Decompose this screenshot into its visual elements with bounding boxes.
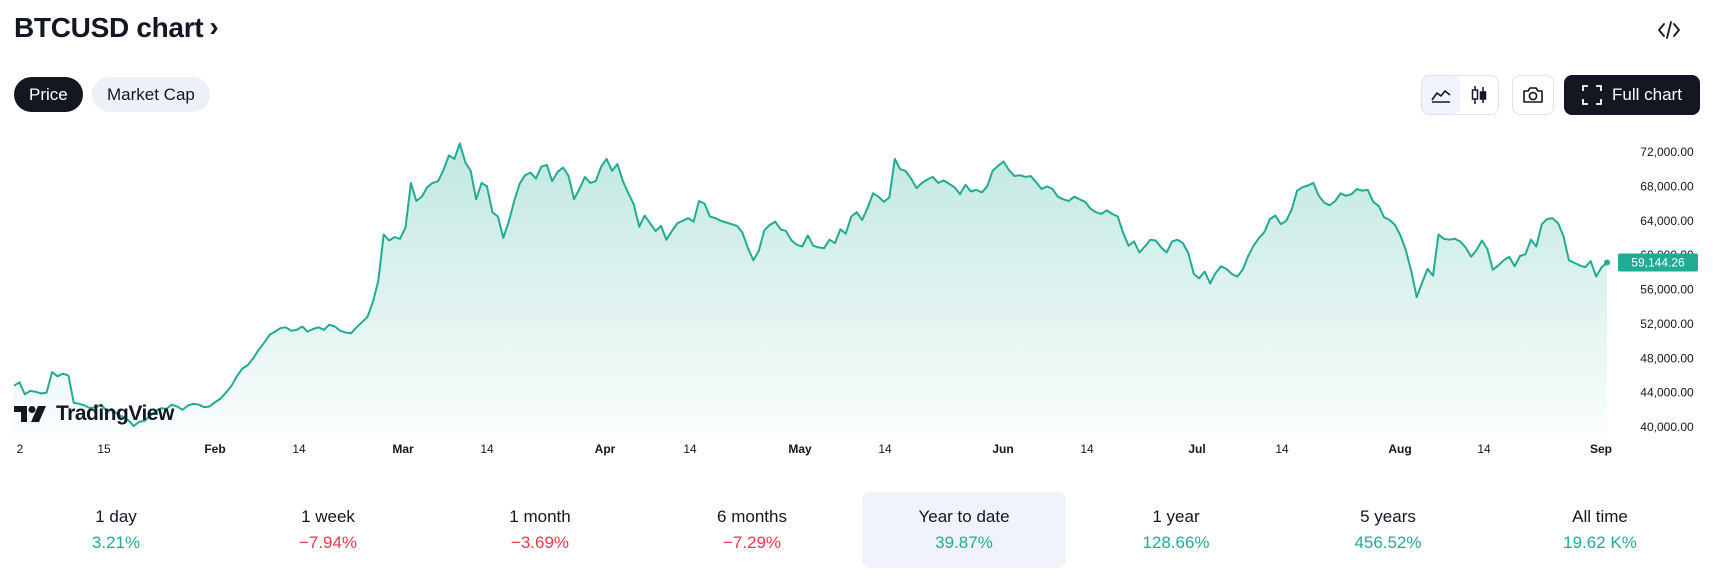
y-tick-label: 44,000.00 (1640, 386, 1694, 400)
x-tick-label: 2 (17, 442, 24, 456)
period-change: −7.29% (722, 533, 782, 552)
x-tick-label: 14 (683, 442, 697, 456)
y-tick-label: 72,000.00 (1640, 145, 1694, 159)
y-tick-label: 64,000.00 (1640, 214, 1694, 228)
area-chart-button[interactable] (1422, 76, 1460, 114)
x-tick-label: 14 (1477, 442, 1491, 456)
tradingview-logo-icon (14, 406, 46, 422)
last-price-dot (1604, 259, 1610, 266)
period-label: 5 years (1360, 507, 1416, 526)
period-1-year[interactable]: 1 year 128.66% (1074, 492, 1278, 568)
price-area-fill (14, 143, 1607, 438)
x-tick-label: 14 (292, 442, 306, 456)
x-tick-label: Jun (992, 442, 1013, 456)
period-label: 1 week (301, 507, 355, 526)
y-tick-label: 68,000.00 (1640, 179, 1694, 193)
period-label: 1 day (95, 507, 137, 526)
x-tick-label: Mar (392, 442, 414, 456)
period-all-time[interactable]: All time 19.62 K% (1498, 492, 1702, 568)
period-selector: 1 day 3.21% 1 week −7.94% 1 month −3.69%… (0, 492, 1713, 570)
x-tick-label: 14 (480, 442, 494, 456)
chevron-right-icon: › (209, 11, 219, 42)
y-tick-label: 56,000.00 (1640, 283, 1694, 297)
x-tick-label: Jul (1188, 442, 1205, 456)
period-1-month[interactable]: 1 month −3.69% (438, 492, 642, 568)
tradingview-logo[interactable]: TradingView (14, 402, 174, 426)
period-label: 1 month (509, 507, 571, 526)
tab-market-cap[interactable]: Market Cap (92, 77, 210, 112)
period-1-day[interactable]: 1 day 3.21% (14, 492, 218, 568)
period-5-years[interactable]: 5 years 456.52% (1286, 492, 1490, 568)
last-price-label: 59,144.26 (1631, 255, 1685, 269)
fullscreen-icon (1582, 85, 1602, 105)
watermark-text: TradingView (56, 402, 174, 425)
period-change: −7.94% (298, 533, 358, 552)
x-tick-label: 15 (97, 442, 111, 456)
y-tick-label: 52,000.00 (1640, 317, 1694, 331)
x-tick-label: May (788, 442, 812, 456)
x-tick-label: 14 (1080, 442, 1094, 456)
y-axis: 72,000.0068,000.0064,000.0060,000.0056,0… (1640, 145, 1694, 434)
code-embed-icon (1658, 21, 1680, 39)
candles-chart-button[interactable] (1460, 76, 1498, 114)
full-chart-button[interactable]: Full chart (1564, 75, 1700, 115)
period-change: 3.21% (91, 533, 141, 552)
x-tick-label: Sep (1590, 442, 1612, 456)
period-label: 6 months (717, 507, 787, 526)
x-tick-label: 14 (878, 442, 892, 456)
period-change: −3.69% (510, 533, 570, 552)
period-change: 128.66% (1142, 533, 1210, 552)
camera-icon (1523, 87, 1543, 103)
full-chart-label: Full chart (1612, 85, 1682, 104)
embed-code-button[interactable] (1655, 16, 1683, 44)
y-tick-label: 40,000.00 (1640, 420, 1694, 434)
x-tick-label: Apr (595, 442, 616, 456)
period-change: 456.52% (1354, 533, 1422, 552)
x-tick-label: 14 (1275, 442, 1289, 456)
snapshot-button[interactable] (1512, 75, 1554, 115)
period-label: 1 year (1152, 507, 1200, 526)
candlestick-icon (1471, 86, 1487, 104)
y-tick-label: 48,000.00 (1640, 351, 1694, 365)
period-label: Year to date (918, 507, 1010, 526)
tab-price[interactable]: Price (14, 77, 83, 112)
page-title: BTCUSD chart (14, 12, 204, 43)
chart-title-link[interactable]: BTCUSD chart › (14, 12, 219, 44)
x-tick-label: Feb (204, 442, 225, 456)
last-price-tag: 59,144.26 (1618, 253, 1698, 272)
price-line (13, 142, 1608, 428)
last-price-tag-bg (1618, 253, 1698, 272)
x-tick-label: Aug (1388, 442, 1411, 456)
period-6-months[interactable]: 6 months −7.29% (650, 492, 854, 568)
area-chart-icon (1431, 90, 1451, 103)
price-chart[interactable]: 72,000.0068,000.0064,000.0060,000.0056,0… (0, 128, 1713, 468)
period-change: 39.87% (935, 533, 993, 552)
chart-type-toggle (1421, 75, 1499, 115)
period-year-to-date[interactable]: Year to date 39.87% (862, 492, 1066, 568)
period-change: 19.62 K% (1563, 533, 1637, 552)
period-1-week[interactable]: 1 week −7.94% (226, 492, 430, 568)
period-label: All time (1572, 507, 1628, 526)
x-axis: 2 15 Feb 14 Mar 14 Apr 14 May 14 Jun 14 Jul 14 Aug 14 Se… (17, 442, 1612, 456)
